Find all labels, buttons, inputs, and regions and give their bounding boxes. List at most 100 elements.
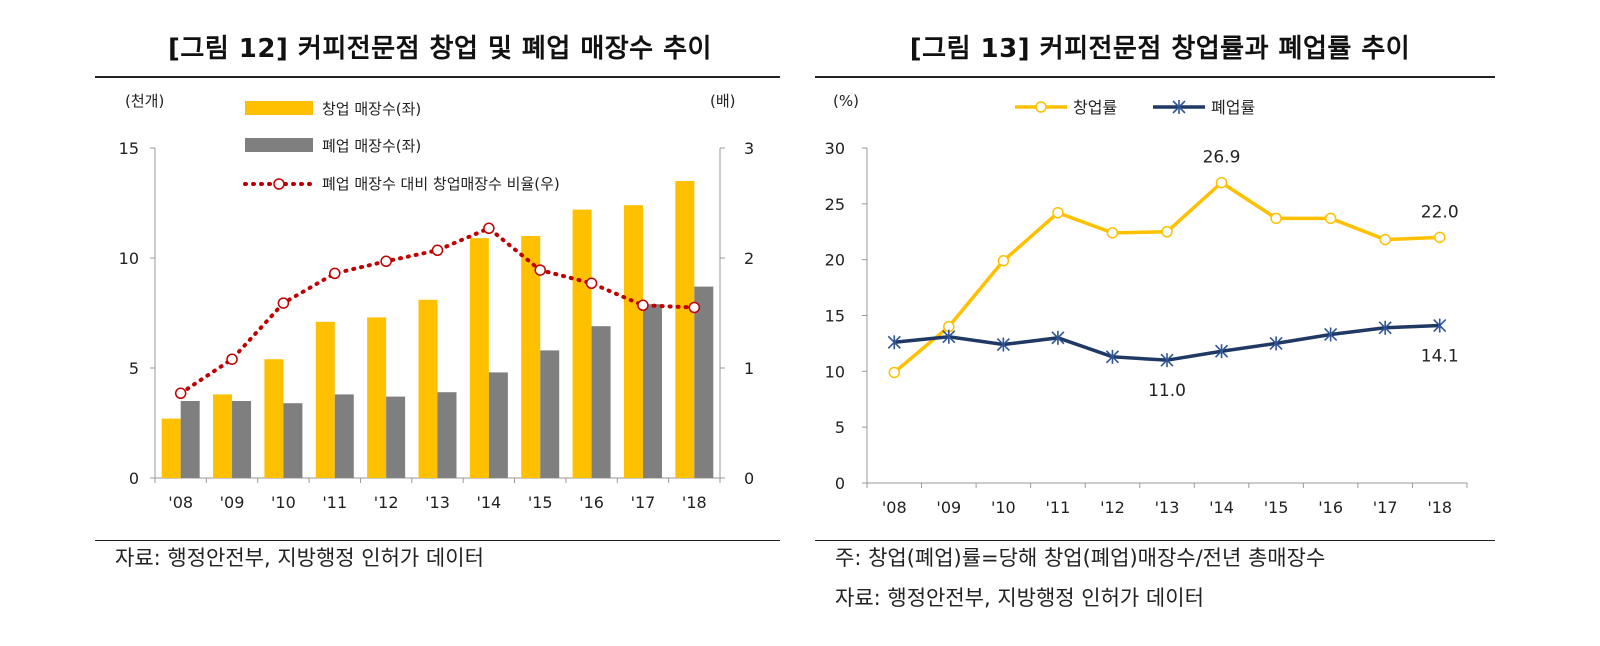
y-axis-unit: (%) (833, 92, 859, 110)
data-label: 22.0 (1421, 202, 1459, 222)
ratio-marker (483, 222, 495, 235)
figure-12-panel: [그림 12] 커피전문점 창업 및 폐업 매장수 추이 (천개) (배) 0 5 10… (95, 0, 785, 646)
ratio-marker (329, 267, 341, 280)
figure-13-title: [그림 13] 커피전문점 창업률과 폐업률 추이 (909, 34, 1411, 64)
legend-swatch-opening (245, 101, 313, 115)
y-tick-label: 0 (835, 474, 845, 493)
legend-label-ratio: 폐업 매장수 대비 창업매장수 비율(우) (322, 175, 560, 193)
legend-label-closure: 폐업 매장수(좌) (322, 137, 421, 155)
rate-chart: (%) 0 5 10 15 20 25 30 '08 '09 '10 '11 '12 '13 '14 '15 '… (825, 92, 1468, 517)
legend-label-opening: 창업률 (1073, 98, 1117, 117)
right-tick-label: 3 (744, 139, 754, 158)
x-tick-label: '08 (168, 493, 193, 512)
closure-rate-marker (1214, 344, 1229, 359)
figure-13-panel: [그림 13] 커피전문점 창업률과 폐업률 추이 (%) 0 5 10 15 20 25 3… (815, 0, 1505, 646)
figure-12-source: 자료: 행정안전부, 지방행정 인허가 데이터 (115, 546, 484, 570)
ratio-marker (277, 297, 290, 309)
opening-bar (572, 209, 592, 478)
x-tick-label: '15 (1264, 498, 1289, 517)
opening-bar (264, 359, 284, 478)
x-tick-label: '09 (220, 493, 245, 512)
opening-rate-marker (1161, 226, 1173, 238)
x-tick-label: '09 (936, 498, 961, 517)
legend-label-opening: 창업 매장수(좌) (322, 100, 421, 118)
closure-bar (642, 304, 662, 478)
opening-rate-marker (1324, 212, 1337, 225)
ratio-marker (380, 255, 392, 268)
x-tick-label: '13 (425, 493, 450, 512)
x-tick-label: '17 (631, 493, 656, 512)
figure-13-note: 주: 창업(폐업)률=당해 창업(폐업)매장수/전년 총매장수 (835, 546, 1326, 570)
opening-bar (161, 418, 181, 478)
x-tick-label: '16 (579, 493, 604, 512)
y-tick-label: 30 (825, 139, 845, 158)
closure-rate-marker (1160, 353, 1174, 368)
y-tick-label: 10 (825, 362, 845, 381)
ratio-marker (534, 264, 546, 276)
bottom-rule (815, 540, 1495, 541)
opening-bar (675, 181, 695, 478)
ratio-marker (585, 277, 598, 290)
ratio-marker (226, 353, 238, 365)
store-count-chart: (천개) (배) 0 5 10 15 0 1 2 3 '08 '09 '10 '11 '12 '13 '14 '1… (119, 92, 755, 512)
bottom-rule (95, 540, 780, 541)
x-tick-label: '15 (528, 493, 553, 512)
opening-rate-marker (1052, 207, 1064, 219)
x-tick-label: '16 (1318, 498, 1343, 517)
x-tick-label: '10 (271, 493, 296, 512)
data-label: 14.1 (1421, 347, 1459, 367)
ratio-marker (174, 387, 187, 400)
legend-swatch-closure (245, 138, 313, 152)
x-tick-label: '14 (1209, 498, 1234, 517)
closure-rate-marker (887, 335, 901, 350)
x-tick-label: '08 (882, 498, 907, 517)
top-rule (95, 76, 780, 78)
left-tick-label: 5 (129, 359, 139, 378)
closure-bar (488, 372, 508, 478)
opening-rate-marker (888, 366, 901, 379)
closure-bar (283, 403, 303, 478)
top-rule (815, 76, 1495, 78)
opening-rate-marker (1433, 231, 1446, 244)
figure-13-source: 자료: 행정안전부, 지방행정 인허가 데이터 (835, 586, 1204, 610)
opening-rate-marker (997, 255, 1010, 267)
x-tick-label: '12 (374, 493, 399, 512)
x-tick-label: '11 (1046, 498, 1071, 517)
y-tick-label: 20 (825, 251, 845, 270)
right-tick-label: 2 (744, 249, 754, 268)
ratio-marker (431, 244, 444, 257)
x-tick-label: '10 (991, 498, 1016, 517)
left-tick-label: 0 (129, 469, 139, 488)
closure-rate-marker (1269, 336, 1283, 351)
data-label: 26.9 (1203, 148, 1241, 168)
closure-bar (334, 394, 354, 478)
left-axis-unit: (천개) (125, 92, 164, 110)
closure-rate-marker (996, 337, 1010, 352)
closure-bar (386, 396, 406, 478)
data-label: 11.0 (1148, 381, 1186, 401)
x-tick-label: '13 (1155, 498, 1180, 517)
y-tick-label: 5 (835, 418, 845, 437)
y-tick-label: 15 (825, 307, 845, 326)
legend-marker-opening (1035, 101, 1047, 113)
opening-rate-marker (1215, 176, 1228, 189)
left-tick-label: 10 (119, 249, 139, 268)
closure-rate-marker (942, 329, 956, 344)
opening-bar (521, 236, 541, 478)
x-tick-label: '11 (322, 493, 347, 512)
legend-label-closure: 폐업률 (1211, 98, 1255, 117)
closure-bar (232, 401, 252, 478)
x-tick-label: '17 (1373, 498, 1398, 517)
closure-bar (180, 401, 200, 478)
opening-bar (315, 321, 335, 478)
opening-bar (469, 238, 489, 478)
left-tick-label: 15 (119, 139, 139, 158)
x-tick-label: '18 (1427, 498, 1452, 517)
closure-rate-marker (1433, 318, 1447, 333)
opening-rate-marker (1106, 227, 1119, 239)
opening-bar (213, 394, 233, 478)
opening-bar (418, 299, 438, 478)
y-tick-label: 25 (825, 195, 845, 214)
ratio-marker (637, 299, 649, 312)
ratio-marker (688, 301, 701, 314)
